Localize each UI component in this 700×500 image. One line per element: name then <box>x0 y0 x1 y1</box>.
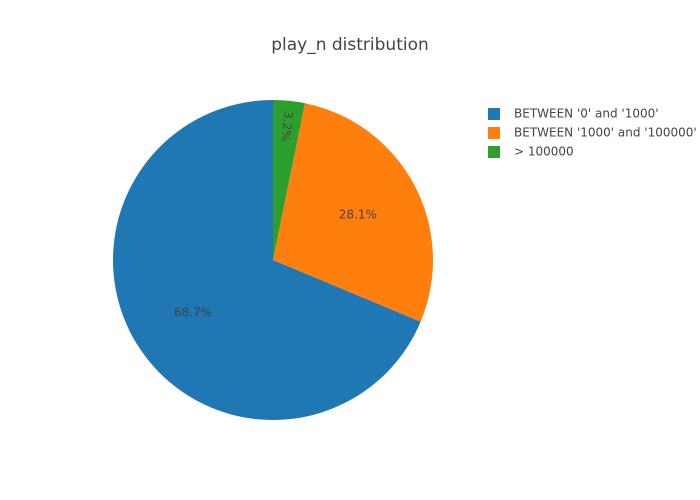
legend-label-0: BETWEEN '0' and '1000' <box>514 107 659 121</box>
pie-slice-label-2: 3.2% <box>278 110 295 142</box>
legend-item-1[interactable]: BETWEEN '1000' and '100000' <box>488 126 697 140</box>
pie-slice-1[interactable] <box>273 103 433 322</box>
legend-item-2[interactable]: > 100000 <box>488 145 574 159</box>
pie-slice-labels: 68.7% 28.1% 3.2% <box>174 110 377 319</box>
pie-slice-0[interactable] <box>112 100 421 420</box>
pie-slice-label-0: 68.7% <box>174 306 212 320</box>
pie-slice-2[interactable] <box>273 100 305 260</box>
chart-title: play_n distribution <box>271 35 429 55</box>
pie-slices <box>112 100 433 420</box>
legend-swatch-2 <box>488 146 500 158</box>
legend-swatch-1 <box>488 127 500 139</box>
pie-slice-label-1: 28.1% <box>339 208 377 222</box>
legend-label-2: > 100000 <box>514 145 574 159</box>
legend-item-0[interactable]: BETWEEN '0' and '1000' <box>488 107 659 121</box>
legend: BETWEEN '0' and '1000' BETWEEN '1000' and… <box>488 107 697 159</box>
legend-label-1: BETWEEN '1000' and '100000' <box>514 126 697 140</box>
legend-swatch-0 <box>488 108 500 120</box>
